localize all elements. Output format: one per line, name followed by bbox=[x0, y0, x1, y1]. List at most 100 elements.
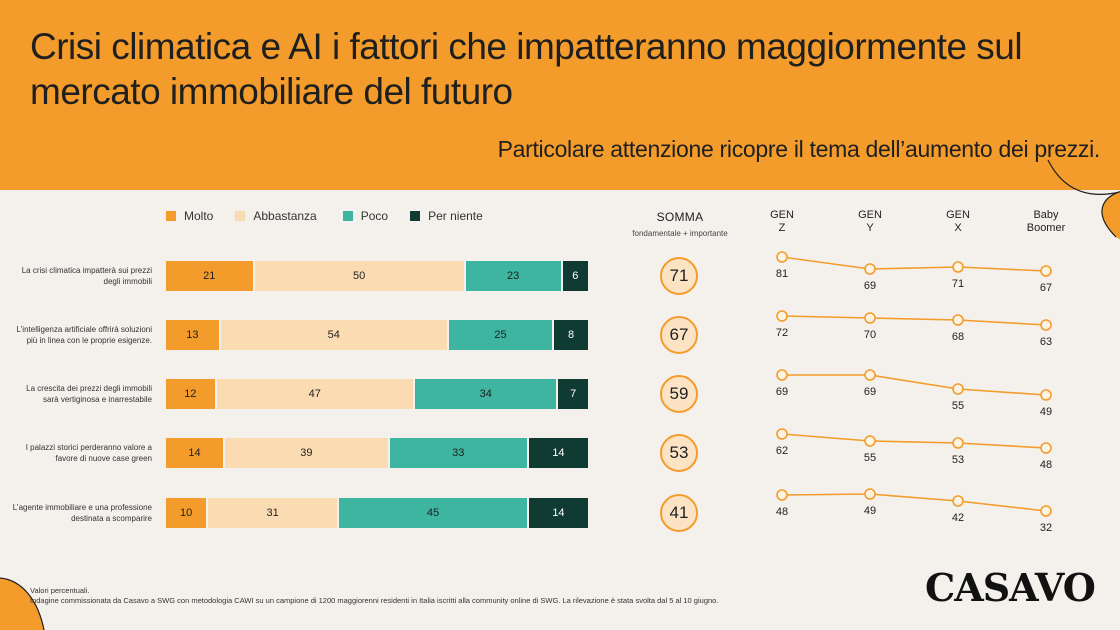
bar-segment: 14 bbox=[528, 438, 588, 468]
generation-point bbox=[864, 369, 876, 381]
generation-point bbox=[776, 251, 788, 263]
generation-value-label: 48 bbox=[776, 506, 788, 518]
somma-header: SOMMA fondamentale + importante bbox=[620, 210, 740, 238]
somma-value: 67 bbox=[660, 316, 698, 354]
bar-segment: 34 bbox=[414, 379, 559, 409]
somma-subtitle: fondamentale + importante bbox=[632, 229, 728, 238]
somma-value: 71 bbox=[660, 257, 698, 295]
generation-point bbox=[864, 263, 876, 275]
gen-header-y: GEN Y bbox=[835, 209, 905, 235]
bar-segment: 45 bbox=[339, 498, 529, 528]
footer-line-2: Indagine commissionata da Casavo a SWG c… bbox=[30, 596, 719, 605]
gen-header-z: GEN Z bbox=[747, 209, 817, 235]
page-subtitle: Particolare attenzione ricopre il tema d… bbox=[497, 136, 1101, 162]
somma-value: 53 bbox=[660, 434, 698, 472]
generation-value-label: 72 bbox=[776, 327, 788, 339]
generation-value-label: 49 bbox=[1040, 406, 1052, 418]
gen-header-line: GEN bbox=[770, 209, 794, 221]
generation-value-label: 69 bbox=[864, 386, 876, 398]
row-label: I palazzi storici perderanno valore a fa… bbox=[25, 443, 152, 463]
generation-point bbox=[952, 314, 964, 326]
gen-header-line: GEN bbox=[946, 209, 970, 221]
generation-point bbox=[1040, 319, 1052, 331]
generation-point bbox=[952, 495, 964, 507]
gen-header-line: Z bbox=[778, 222, 786, 234]
casavo-logo: CASAVO bbox=[925, 565, 1096, 610]
generation-value-label: 32 bbox=[1040, 522, 1052, 534]
legend-item-poco: Poco bbox=[342, 209, 389, 223]
legend-label-poco: Poco bbox=[360, 209, 389, 223]
generation-point bbox=[1040, 265, 1052, 277]
bar-segment: 12 bbox=[166, 379, 217, 409]
somma-value: 41 bbox=[660, 494, 698, 532]
generation-point bbox=[952, 261, 964, 273]
bar-segment: 39 bbox=[225, 438, 390, 468]
generation-value-label: 70 bbox=[864, 329, 876, 341]
generation-value-label: 55 bbox=[864, 452, 876, 464]
generation-point bbox=[864, 488, 876, 500]
legend-item-per-niente: Per niente bbox=[410, 209, 483, 223]
bar-segment: 54 bbox=[220, 320, 449, 350]
generation-value-label: 81 bbox=[776, 268, 788, 280]
generation-value-label: 69 bbox=[776, 386, 788, 398]
bar-segment: 25 bbox=[448, 320, 555, 350]
row-label: L’agente immobiliare e una professione d… bbox=[12, 503, 152, 523]
legend-label-molto: Molto bbox=[184, 209, 214, 223]
generation-line bbox=[781, 433, 1047, 449]
legend-swatch-abbastanza bbox=[235, 211, 246, 221]
bar-segment: 14 bbox=[166, 438, 226, 468]
legend-item-molto: Molto bbox=[166, 209, 213, 223]
generation-value-label: 67 bbox=[1040, 282, 1052, 294]
legend-item-abbastanza: Abbastanza bbox=[235, 209, 317, 223]
row-label: L’intelligenza artificiale offrirà soluz… bbox=[16, 325, 152, 345]
bar-segment: 33 bbox=[389, 438, 529, 468]
legend-swatch-molto bbox=[166, 211, 176, 221]
generation-line bbox=[781, 315, 1047, 326]
generation-value-label: 48 bbox=[1040, 459, 1052, 471]
generation-line bbox=[781, 256, 1047, 272]
generation-point bbox=[1040, 389, 1052, 401]
bar-segment: 13 bbox=[166, 320, 221, 350]
bar-segment: 14 bbox=[528, 498, 588, 528]
gen-header-line: GEN bbox=[858, 209, 882, 221]
stacked-bar: 21 50 23 6 bbox=[166, 261, 588, 291]
bar-segment: 50 bbox=[254, 261, 466, 291]
somma-value: 59 bbox=[660, 375, 698, 413]
gen-header-x: GEN X bbox=[923, 209, 993, 235]
generation-point bbox=[1040, 505, 1052, 517]
bar-segment: 6 bbox=[562, 261, 588, 291]
bar-segment: 8 bbox=[554, 320, 588, 350]
generation-point bbox=[776, 310, 788, 322]
generation-point bbox=[776, 369, 788, 381]
gen-header-boomer: Baby Boomer bbox=[1011, 209, 1081, 235]
generation-value-label: 62 bbox=[776, 445, 788, 457]
generation-value-label: 53 bbox=[952, 454, 964, 466]
generation-value-label: 68 bbox=[952, 331, 964, 343]
bar-segment: 7 bbox=[558, 379, 588, 409]
bar-segment: 31 bbox=[208, 498, 339, 528]
footer-notes: Valori percentuali. Indagine commissiona… bbox=[30, 586, 718, 606]
generation-value-label: 63 bbox=[1040, 336, 1052, 348]
stacked-bar: 13 54 25 8 bbox=[166, 320, 588, 350]
header-band: Crisi climatica e AI i fattori che impat… bbox=[0, 0, 1120, 196]
generation-point bbox=[776, 489, 788, 501]
gen-header-line: X bbox=[954, 222, 962, 234]
decorative-shape-right bbox=[1101, 191, 1120, 240]
generation-value-label: 71 bbox=[952, 278, 964, 290]
gen-header-line: Y bbox=[866, 222, 874, 234]
somma-title: SOMMA bbox=[656, 210, 704, 224]
generation-line bbox=[781, 493, 1047, 512]
legend-label-abbastanza: Abbastanza bbox=[253, 209, 317, 223]
footer-line-1: Valori percentuali. bbox=[30, 586, 90, 595]
generation-point bbox=[952, 383, 964, 395]
stacked-bar: 14 39 33 14 bbox=[166, 438, 588, 468]
generation-value-label: 42 bbox=[952, 512, 964, 524]
legend-swatch-per-niente bbox=[410, 211, 421, 221]
generation-value-label: 49 bbox=[864, 505, 876, 517]
legend-swatch-poco bbox=[342, 211, 353, 221]
generation-line bbox=[782, 374, 1047, 396]
generation-point bbox=[864, 312, 876, 324]
stacked-bar: 10 31 45 14 bbox=[166, 498, 588, 528]
bar-segment: 23 bbox=[465, 261, 563, 291]
gen-header-line: Boomer bbox=[1026, 222, 1066, 234]
